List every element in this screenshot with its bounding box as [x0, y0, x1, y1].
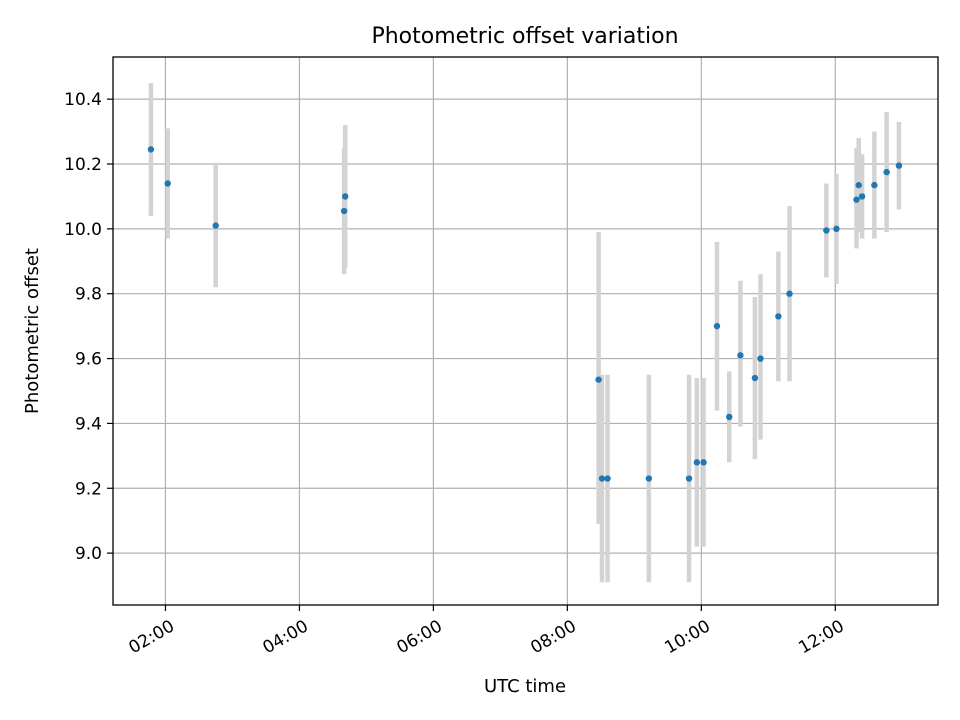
y-tick-label: 10.4	[64, 90, 102, 110]
chart-title: Photometric offset variation	[371, 24, 678, 49]
y-tick-label: 9.2	[75, 479, 102, 499]
data-point	[342, 193, 349, 200]
data-point	[775, 313, 782, 320]
data-point	[737, 352, 744, 359]
data-point	[164, 180, 171, 187]
data-point	[147, 146, 155, 153]
data-point	[700, 459, 707, 466]
data-point	[340, 207, 348, 215]
y-tick-label: 10.0	[64, 220, 102, 240]
data-point	[685, 475, 693, 482]
plot-frame	[112, 56, 939, 606]
data-point	[595, 376, 602, 383]
data-point	[645, 475, 653, 482]
y-tick-label: 9.8	[75, 285, 102, 305]
data-point	[598, 475, 606, 482]
data-point	[212, 222, 219, 229]
data-point	[604, 475, 611, 482]
data-points	[147, 146, 903, 482]
data-point	[883, 168, 890, 176]
data-point	[823, 227, 830, 234]
grid-lines	[113, 57, 938, 605]
y-axis-ticks: 9.0 9.2 9.4 9.6 9.8 10.0 10.2 10.4	[64, 90, 113, 564]
data-point	[871, 181, 878, 189]
y-tick-label: 10.2	[64, 155, 102, 175]
y-axis-label: Photometric offset	[22, 248, 43, 414]
data-point	[833, 225, 840, 233]
data-point	[751, 374, 759, 382]
data-point	[853, 196, 860, 203]
data-point	[895, 162, 903, 169]
data-point	[855, 181, 862, 189]
data-point	[693, 459, 701, 466]
data-point	[858, 193, 866, 200]
x-axis-label: UTC time	[484, 676, 566, 697]
data-point	[786, 290, 793, 297]
y-tick-label: 9.0	[75, 544, 102, 564]
y-tick-label: 9.4	[75, 414, 102, 434]
data-point	[757, 355, 764, 362]
data-point	[726, 413, 733, 421]
data-point	[713, 322, 721, 330]
y-tick-label: 9.6	[75, 350, 102, 370]
